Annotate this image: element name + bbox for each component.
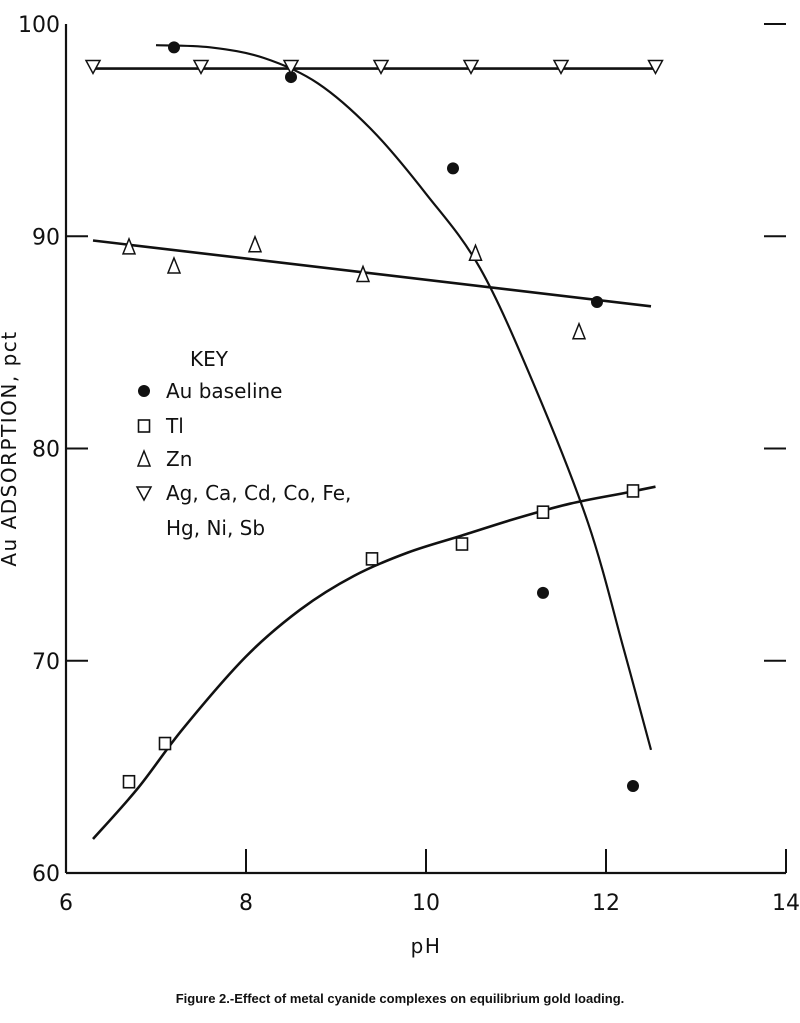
- data-point-s2-5: [536, 505, 550, 519]
- fit-line-1: [155, 44, 653, 751]
- x-tick-label: 6: [59, 891, 73, 916]
- y-tick-label: 80: [32, 438, 60, 463]
- x-tick-label: 10: [412, 891, 440, 916]
- data-point-s3-6: [571, 321, 587, 340]
- data-point-s2-1: [122, 774, 136, 789]
- data-point-s4-6: [552, 59, 570, 76]
- x-tick-label: 8: [239, 891, 253, 916]
- y-tick-label: 100: [18, 13, 60, 38]
- legend-marker-1: [138, 385, 150, 397]
- data-point-s1-6: [627, 779, 639, 792]
- fit-lines: [92, 44, 656, 840]
- y-tick-label: 70: [32, 650, 60, 675]
- legend-label-3: Zn: [166, 447, 192, 471]
- legend-marker-3: [136, 448, 152, 467]
- data-point-s1-4: [591, 296, 603, 309]
- data-point-s1-1: [168, 41, 180, 54]
- legend-marker-4: [135, 486, 153, 502]
- data-point-s4-5: [462, 59, 480, 76]
- x-tick-label: 14: [772, 891, 800, 916]
- data-point-s3-2: [166, 255, 182, 274]
- data-point-s3-5: [468, 243, 483, 261]
- data-point-s4-7: [647, 59, 664, 76]
- axis-ticks: 6 8 10 12 14 60 70 80 90 100: [18, 13, 800, 916]
- legend-label-1: Au baseline: [166, 379, 282, 403]
- y-tick-label: 90: [32, 225, 60, 250]
- legend-title: KEY: [190, 347, 229, 371]
- data-point-s3-3: [247, 234, 263, 253]
- data-point-s2-3: [365, 552, 379, 566]
- data-point-s1-2: [285, 71, 297, 84]
- x-axis-title: pH: [411, 934, 442, 958]
- data-point-s2-4: [455, 537, 469, 551]
- figure-caption: Figure 2.-Effect of metal cyanide comple…: [176, 991, 625, 1006]
- legend-label-2: Tl: [165, 414, 184, 438]
- x-tick-label: 12: [592, 891, 620, 916]
- legend-label-4: Ag, Ca, Cd, Co, Fe,: [166, 481, 351, 505]
- fit-line-2: [92, 485, 656, 840]
- fit-line-3: [92, 239, 652, 308]
- data-point-s2-6: [626, 484, 640, 498]
- data-point-s3-4: [355, 264, 371, 283]
- legend: KEY Au baseline Tl Zn Ag, Ca, Cd, Co, Fe, Hg…: [135, 347, 351, 540]
- data-point-s3-1: [121, 236, 137, 255]
- data-point-s4-1: [84, 59, 102, 76]
- legend-marker-2: [137, 419, 151, 433]
- y-tick-label: 60: [32, 862, 60, 887]
- data-point-s1-5: [537, 586, 549, 599]
- data-markers: [84, 41, 664, 792]
- data-point-s2-2: [158, 736, 172, 751]
- data-point-s4-2: [192, 59, 210, 76]
- legend-label-4: Hg, Ni, Sb: [166, 516, 265, 540]
- data-point-s4-4: [372, 59, 390, 76]
- data-point-s1-3: [447, 162, 459, 175]
- y-axis-title: Au ADSORPTION, pct: [0, 330, 21, 566]
- data-point-s4-3: [282, 59, 300, 76]
